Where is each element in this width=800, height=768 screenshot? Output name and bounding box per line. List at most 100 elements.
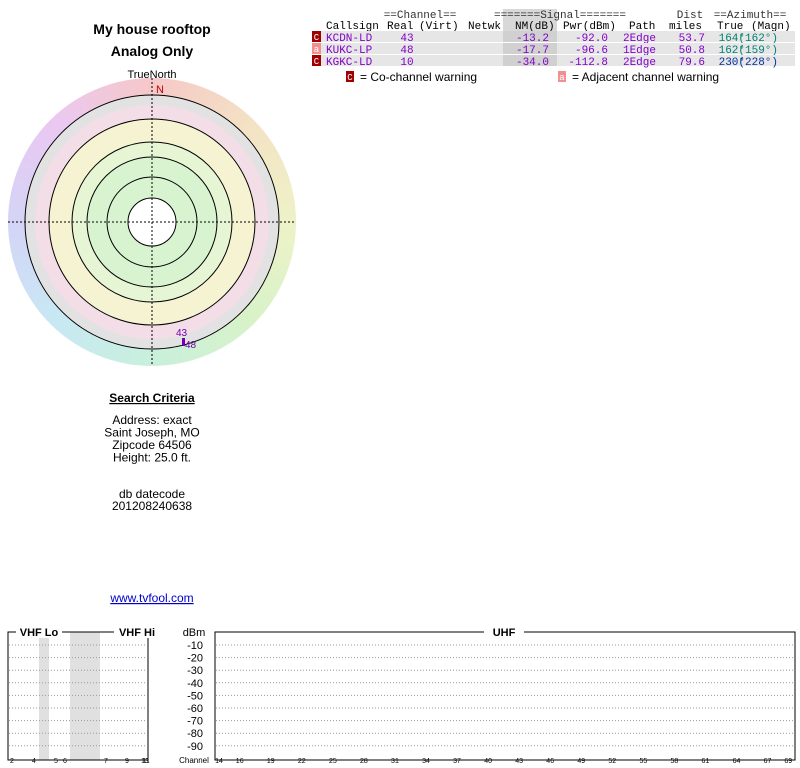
column-header: NM(dB)	[515, 21, 555, 33]
north-marker: N	[156, 84, 164, 96]
link[interactable]: www.tvfool.com	[109, 591, 193, 605]
channel-axis-label: Channel	[179, 756, 209, 765]
channel-label: 25	[329, 758, 337, 765]
cell-path: 2Edge	[623, 33, 656, 45]
column-header: miles	[669, 21, 702, 33]
cell-nm: -34.0	[516, 57, 549, 69]
channel-label: 14	[215, 758, 223, 765]
cell-true: 164°	[719, 33, 745, 45]
group-header: ==Channel==	[384, 10, 457, 22]
channel-label: 40	[484, 758, 492, 765]
cell-pwr: -92.0	[575, 33, 608, 45]
level-label: -70	[187, 716, 203, 728]
cell-nm: -17.7	[516, 45, 549, 57]
legend-box	[346, 71, 354, 82]
channel-label: 6	[63, 758, 67, 765]
channel-label: 7	[104, 758, 108, 765]
row-bg	[320, 55, 795, 66]
cell-real: 43	[400, 33, 413, 45]
legend-text: = Co-channel warning	[360, 70, 477, 84]
cell-nm: -13.2	[516, 33, 549, 45]
unit: dBm	[183, 627, 206, 639]
level-label: -10	[187, 640, 203, 652]
warning-box	[312, 55, 321, 66]
signal-shade	[503, 43, 557, 54]
station-table: ==Channel== =======Signal======= Dist ==Azi…	[312, 9, 795, 84]
row-bg	[320, 43, 795, 54]
cell-callsign: KGKC-LD	[326, 57, 373, 69]
column-header: Callsign	[326, 21, 379, 33]
vhf-hi: VHF Hi	[119, 627, 155, 639]
cell-true: 162°	[719, 45, 745, 57]
channel-label: 13	[141, 758, 149, 765]
channel-label: 19	[267, 758, 275, 765]
legend-box	[558, 71, 566, 82]
channel-label: 67	[764, 758, 772, 765]
subtitle: Analog Only	[111, 43, 194, 59]
cell-dist: 50.8	[679, 45, 705, 57]
group-header: Dist	[677, 10, 703, 22]
warning-marker: C	[314, 57, 320, 67]
channel-label: 9	[125, 758, 129, 765]
title: My house rooftop	[93, 21, 210, 37]
header-shade	[503, 9, 557, 33]
band-shade	[70, 632, 100, 760]
datecode: 201208240638	[112, 499, 192, 513]
level-label: -50	[187, 690, 203, 702]
cell-magn: (228°)	[738, 57, 778, 69]
cell-magn: (162°)	[738, 33, 778, 45]
station-marker	[182, 338, 185, 346]
cell-magn: (159°)	[738, 45, 778, 57]
warning-box	[312, 43, 321, 54]
channel-label: 52	[608, 758, 616, 765]
channel-label: 69	[784, 758, 792, 765]
station-label: 43	[176, 328, 188, 339]
channel-label: 58	[671, 758, 679, 765]
cell-real: 48	[400, 45, 413, 57]
channel-label: 64	[733, 758, 741, 765]
channel-label: 2	[10, 758, 14, 765]
cell-pwr: -112.8	[568, 57, 608, 69]
channel-label: 22	[298, 758, 306, 765]
channel-label: 31	[391, 758, 399, 765]
band-shade	[39, 632, 49, 760]
column-header: Pwr(dBm)	[563, 21, 616, 33]
level-label: -30	[187, 665, 203, 677]
cell-pwr: -96.6	[575, 45, 608, 57]
cell-real: 10	[400, 57, 413, 69]
vhf-frame	[7, 631, 149, 761]
north-label: TrueNorth	[127, 69, 176, 81]
cell-callsign: KCDN-LD	[326, 33, 373, 45]
warning-box	[312, 31, 321, 42]
column-header: Real	[387, 21, 413, 33]
channel-label: 28	[360, 758, 368, 765]
level-label: -20	[187, 653, 203, 665]
legend-marker: C	[347, 73, 353, 83]
label-bg	[114, 626, 160, 638]
channel-label: 49	[577, 758, 585, 765]
cell-callsign: KUKC-LP	[326, 45, 373, 57]
uhf-frame	[214, 631, 796, 761]
channel-label: 55	[639, 758, 647, 765]
cell-dist: 79.6	[679, 57, 705, 69]
legend-text: = Adjacent channel warning	[572, 70, 719, 84]
label-bg	[16, 626, 62, 638]
cell-path: 2Edge	[623, 57, 656, 69]
column-header: (Virt)	[419, 21, 459, 33]
channel-label: 61	[702, 758, 710, 765]
column-header: Netwk	[468, 21, 501, 33]
channel-label: 4	[32, 758, 36, 765]
channel-label: 43	[515, 758, 523, 765]
level-label: -60	[187, 703, 203, 715]
warning-marker: C	[314, 33, 320, 43]
row-bg	[320, 31, 795, 42]
channel-label: 5	[54, 758, 58, 765]
datecode-label: db datecode	[119, 487, 185, 501]
warning-marker: a	[314, 45, 320, 55]
channel-label: 37	[453, 758, 461, 765]
spectrum: VHF Lo VHF Hi UHF dBm -10-20-30-40-50-60…	[7, 626, 796, 765]
uhf: UHF	[493, 627, 516, 639]
channel-label: 34	[422, 758, 430, 765]
